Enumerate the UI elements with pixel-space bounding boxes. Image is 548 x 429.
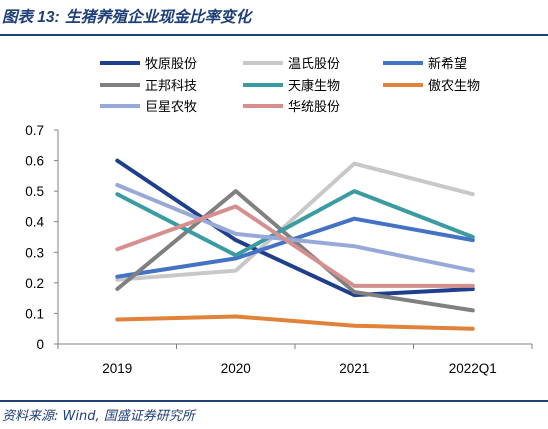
series-7-legend-label: 巨星农牧: [145, 100, 197, 115]
series-lines: [115, 158, 475, 331]
y-tick-label: 0.5: [25, 184, 44, 199]
footer-divider: [0, 400, 548, 402]
series-1-legend-label: 牧原股份: [145, 57, 197, 72]
series-6-legend-label: 傲农生物: [428, 79, 480, 94]
y-tick-label: 0.4: [25, 215, 44, 230]
source-note: 资料来源: Wind, 国盛证券研究所: [2, 409, 195, 424]
series-7-line: [115, 183, 475, 273]
series-5-legend-label: 天康生物: [288, 78, 340, 94]
figure-title: 图表 13: 生猪养殖企业现金比率变化: [2, 5, 251, 27]
series-8-legend-label: 华统股份: [288, 100, 340, 115]
y-tick-label: 0.2: [25, 276, 44, 291]
y-tick-label: 0.7: [25, 123, 44, 138]
title-divider: [0, 34, 548, 36]
series-5-line: [115, 189, 475, 258]
y-tick-label: 0.3: [25, 245, 44, 260]
chart-title: 生猪养殖企业现金比率变化: [65, 8, 252, 26]
axes: 0 0.1 0.2 0.3 0.4 0.5 0.6 0.7 2019 2020 2021 2022Q1: [25, 123, 533, 376]
x-tick-label: 2019: [102, 361, 132, 376]
series-1-line: [115, 158, 475, 298]
y-tick-label: 0.6: [25, 154, 44, 169]
x-tick-label: 2021: [339, 361, 369, 376]
figure-number: 图表 13:: [2, 9, 60, 26]
series-8-line: [115, 204, 475, 288]
series-3-legend-label: 新希望: [428, 56, 467, 72]
y-tick-label: 0: [36, 337, 44, 352]
x-tick-label: 2020: [221, 361, 251, 376]
series-2-legend-label: 温氏股份: [288, 57, 340, 72]
series-6-line: [115, 314, 475, 331]
y-tick-label: 0.1: [25, 306, 44, 321]
series-4-legend-label: 正邦科技: [145, 79, 197, 94]
series-2-line: [115, 161, 475, 282]
x-tick-label: 2022Q1: [449, 361, 497, 376]
